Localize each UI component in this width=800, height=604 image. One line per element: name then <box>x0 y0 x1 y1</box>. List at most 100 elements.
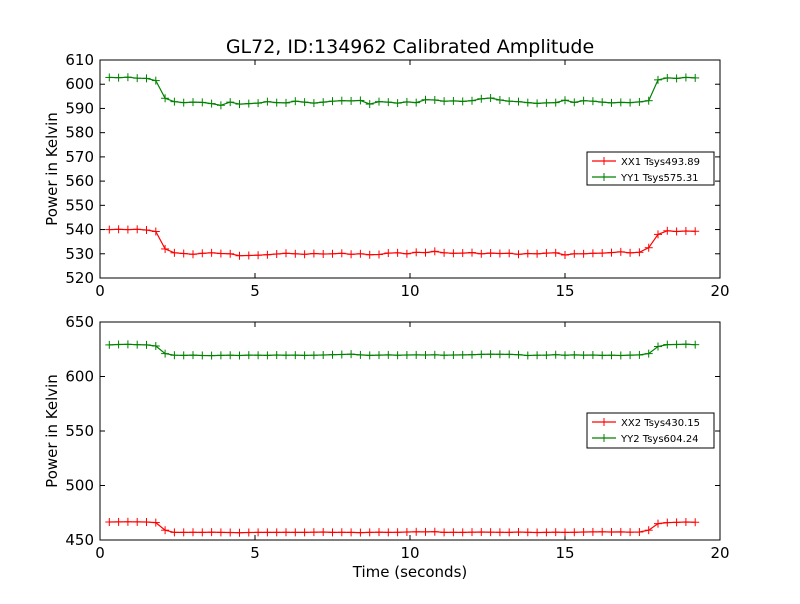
data-point <box>123 340 132 349</box>
data-point <box>198 249 207 258</box>
data-point <box>644 243 653 252</box>
data-point <box>477 350 486 359</box>
data-point <box>309 351 318 360</box>
data-point <box>272 528 281 537</box>
y-tick-label: 600 <box>65 368 94 386</box>
data-point <box>607 351 616 360</box>
data-point <box>254 528 263 537</box>
data-point <box>179 528 188 537</box>
data-point <box>635 248 644 257</box>
panel-top: 0 5 10 15 20 520 530 540 550 560 570 580 590 600 610 Po… <box>43 51 730 300</box>
data-point <box>300 250 309 259</box>
data-point <box>681 518 690 527</box>
data-point <box>616 98 625 107</box>
data-point <box>235 351 244 360</box>
data-point <box>542 249 551 258</box>
data-point <box>282 351 290 360</box>
data-point <box>644 526 653 535</box>
legend-box <box>586 412 715 449</box>
data-point <box>430 95 439 104</box>
data-point <box>440 528 449 537</box>
data-point <box>635 350 644 359</box>
data-point <box>123 225 132 234</box>
data-point <box>495 350 504 359</box>
data-point <box>430 350 439 359</box>
data-point <box>616 527 625 536</box>
data-point <box>189 250 197 259</box>
data-point <box>654 75 662 84</box>
data-point <box>226 98 235 107</box>
data-point <box>654 519 662 528</box>
data-point <box>440 248 449 257</box>
data-point <box>570 528 579 537</box>
x-tick-label: 15 <box>555 282 574 300</box>
series-line <box>109 521 696 534</box>
data-point <box>505 528 514 537</box>
data-point <box>412 350 421 359</box>
y-tick-label: 550 <box>65 196 94 214</box>
data-point <box>458 249 467 258</box>
data-point <box>105 518 114 527</box>
data-point <box>421 95 430 104</box>
data-point <box>486 350 495 359</box>
y-tick-label: 500 <box>65 477 94 495</box>
data-point <box>328 249 337 258</box>
data-point <box>235 528 244 537</box>
data-point <box>337 96 346 105</box>
data-point <box>337 350 346 359</box>
data-point <box>579 528 588 537</box>
data-point <box>523 98 532 107</box>
data-point <box>458 350 467 359</box>
data-point <box>179 98 188 107</box>
data-point <box>291 528 300 537</box>
data-point <box>133 340 142 349</box>
data-point <box>105 340 114 349</box>
data-point <box>123 73 132 82</box>
series-line <box>109 343 696 357</box>
data-point <box>216 249 225 258</box>
data-point <box>533 528 542 537</box>
data-point <box>691 518 700 527</box>
data-point <box>263 97 272 106</box>
data-point <box>542 98 551 107</box>
data-point <box>375 97 383 106</box>
data-point <box>495 528 504 537</box>
data-point <box>570 350 579 359</box>
data-point <box>309 249 318 258</box>
data-point <box>319 98 328 107</box>
data-point <box>189 351 197 360</box>
data-point <box>291 249 300 258</box>
data-point <box>588 97 597 106</box>
data-point <box>505 249 514 258</box>
data-point <box>114 225 123 234</box>
data-point <box>672 340 681 349</box>
data-point <box>449 96 458 105</box>
data-point <box>151 518 160 527</box>
data-point <box>365 351 374 360</box>
data-point <box>458 97 467 106</box>
data-point <box>561 351 569 360</box>
data-point <box>244 528 253 537</box>
data-point <box>561 528 569 537</box>
data-point <box>626 351 635 360</box>
data-point <box>170 97 179 106</box>
data-point <box>272 98 281 107</box>
legend-label: XX2 Tsys430.15 <box>621 418 700 429</box>
data-point <box>654 342 662 351</box>
data-point <box>412 527 421 536</box>
data-point <box>579 96 588 105</box>
data-point <box>170 248 179 257</box>
data-point <box>495 249 504 258</box>
data-point <box>161 526 170 535</box>
data-point <box>291 351 300 360</box>
data-point <box>588 527 597 536</box>
y-tick-label: 580 <box>65 124 94 142</box>
data-point <box>486 94 495 103</box>
data-point <box>384 98 393 107</box>
y-tick-label: 610 <box>65 51 94 69</box>
data-point <box>551 528 560 537</box>
data-point <box>282 249 290 258</box>
data-point <box>663 73 672 82</box>
data-point <box>300 98 309 107</box>
